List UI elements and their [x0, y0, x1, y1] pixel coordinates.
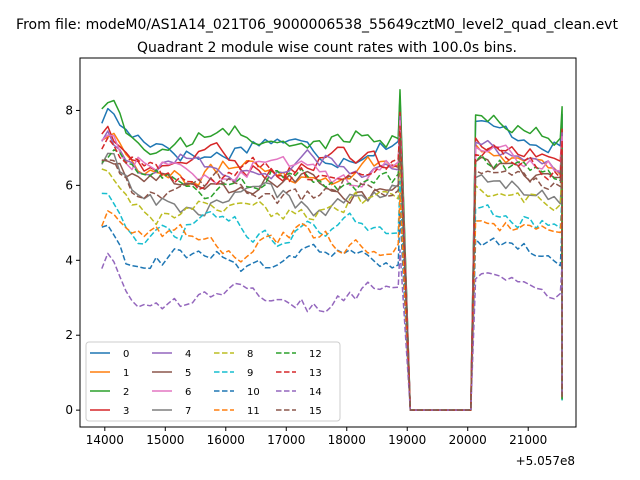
plot-frame: [79, 57, 577, 428]
legend-label-9: 9: [247, 368, 253, 379]
y-tick-label: 6: [65, 178, 73, 192]
legend-label-15: 15: [309, 406, 322, 417]
series-line-3: [101, 111, 563, 411]
series-line-2: [101, 89, 563, 411]
series-layer: [101, 89, 563, 411]
legend-label-5: 5: [185, 368, 191, 379]
series-line-0: [101, 96, 563, 411]
series-line-13: [101, 125, 563, 411]
chart-title: Quadrant 2 module wise count rates with …: [137, 40, 517, 56]
series-line-5: [101, 134, 563, 411]
series-line-11: [101, 192, 563, 411]
x-tick-label: 16000: [207, 433, 245, 447]
legend-label-12: 12: [309, 349, 322, 360]
y-tick-label: 0: [65, 403, 73, 417]
x-tick-label: 21000: [509, 433, 547, 447]
y-axis: 0 2 4 6 8: [65, 103, 80, 417]
legend-label-0: 0: [123, 349, 129, 360]
y-tick-label: 8: [65, 103, 73, 117]
legend-label-8: 8: [247, 349, 253, 360]
legend-label-3: 3: [123, 406, 129, 417]
x-tick-label: 15000: [146, 433, 184, 447]
legend-label-10: 10: [247, 387, 260, 398]
legend-label-11: 11: [247, 406, 260, 417]
legend-label-13: 13: [309, 368, 322, 379]
x-tick-label: 20000: [449, 433, 487, 447]
legend-label-1: 1: [123, 368, 129, 379]
chart-suptitle: From file: modeM0/AS1A14_021T06_90000065…: [16, 17, 618, 33]
x-tick-label: 18000: [328, 433, 366, 447]
legend-label-2: 2: [123, 387, 129, 398]
series-line-7: [101, 150, 563, 411]
legend-frame: [85, 341, 341, 422]
legend-label-6: 6: [185, 387, 191, 398]
y-tick-label: 2: [65, 328, 73, 342]
series-line-15: [101, 140, 563, 411]
series-line-9: [101, 180, 563, 411]
y-tick-label: 4: [65, 253, 73, 267]
legend-label-4: 4: [185, 349, 191, 360]
series-line-14: [101, 249, 563, 411]
x-offset-label: +5.057e8: [516, 454, 575, 468]
x-axis: 14000 15000 16000 17000 18000 19000 20000 21000: [86, 427, 547, 447]
x-tick-label: 19000: [388, 433, 426, 447]
x-tick-label: 14000: [86, 433, 124, 447]
series-line-8: [101, 157, 563, 411]
legend-label-14: 14: [309, 387, 322, 398]
series-line-1: [101, 118, 563, 411]
x-tick-label: 17000: [267, 433, 305, 447]
legend-label-7: 7: [185, 406, 191, 417]
